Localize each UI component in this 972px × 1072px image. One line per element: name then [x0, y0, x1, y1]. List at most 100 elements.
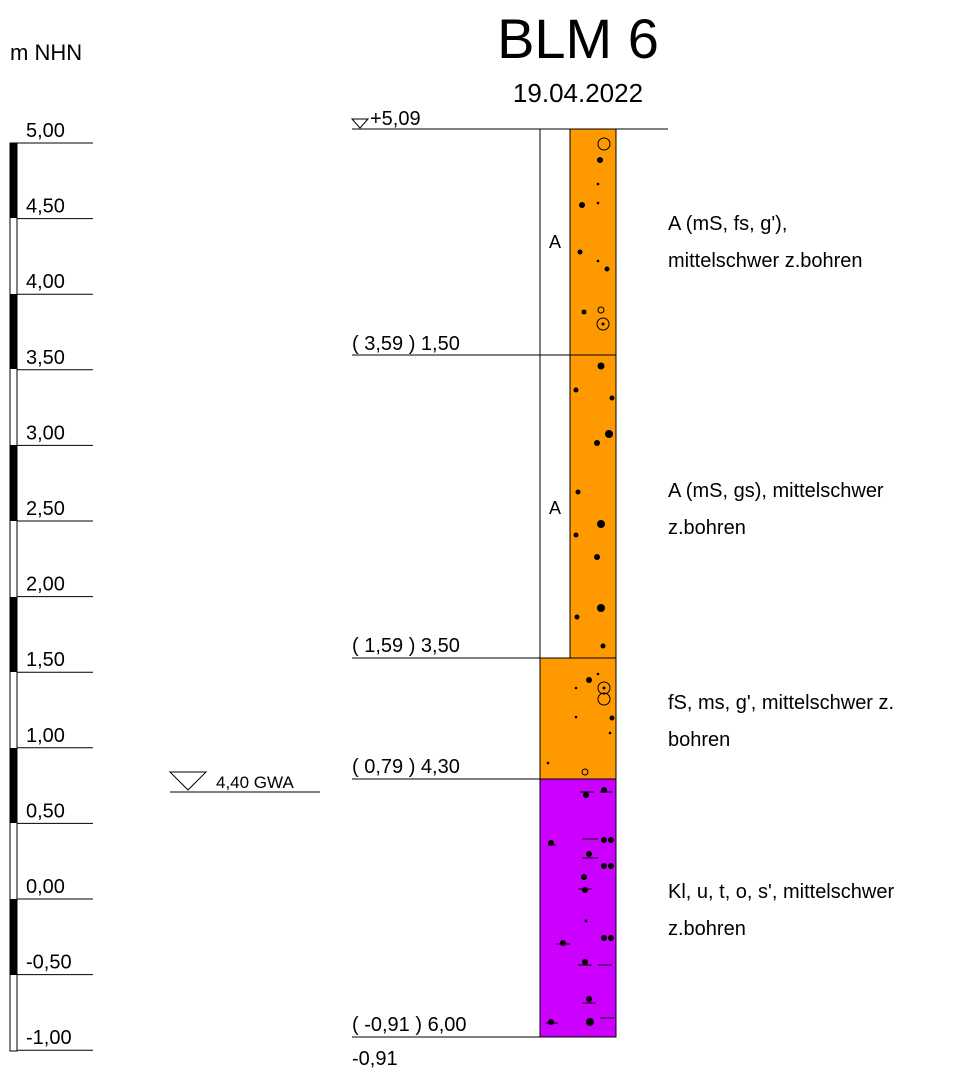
gravel-circle-icon [597, 306, 605, 314]
scale-tick-label: 4,50 [26, 196, 65, 218]
sand-dot-icon [579, 202, 585, 208]
gravel-circle-icon [597, 681, 611, 695]
clay-dot-icon [582, 887, 588, 893]
scale-bar-segment [10, 445, 17, 521]
sand-dot-icon [574, 686, 578, 690]
groundwater-marker: 4,40 GWA [168, 771, 320, 793]
layer-3-depth-label: ( 0,79 ) 4,30 [352, 756, 460, 778]
scale-tick-label: 1,50 [26, 649, 65, 671]
clay-dot-icon [586, 851, 592, 857]
layer-3-description: fS, ms, g', mittelschwer z. bohren [668, 692, 900, 751]
scale-bar-segment [10, 899, 17, 975]
clay-dot-icon [601, 787, 607, 793]
layer-4-description: Kl, u, t, o, s', mittelschwer z.bohren [668, 881, 900, 940]
sand-dot-icon [605, 430, 613, 438]
gravel-circle-icon [596, 317, 610, 331]
sand-dot-icon [596, 201, 600, 205]
scale-bar-segment [10, 294, 17, 369]
sand-dot-icon [596, 182, 600, 186]
scale-tick-label: 3,50 [26, 347, 65, 369]
gravel-circle-icon [581, 768, 589, 776]
scale-tick-label: 4,00 [26, 271, 65, 293]
scale-tick-label: -1,00 [26, 1027, 72, 1049]
sand-dot-icon [586, 677, 592, 683]
borehole-title: BLM 6 [497, 7, 659, 70]
sand-dot-icon [596, 259, 600, 263]
sand-dot-icon [574, 715, 578, 719]
unit-label: m NHN [10, 40, 82, 65]
sand-dot-icon [577, 249, 583, 255]
scale-tick-label: -0,50 [26, 952, 72, 974]
soil-symbols [546, 137, 615, 1026]
clay-dot-icon [584, 919, 588, 923]
scale-tick-label: 5,00 [26, 120, 65, 142]
sand-dot-icon [575, 489, 581, 495]
layer-3-fill [539, 657, 617, 780]
layer-1-depth-label: ( 3,59 ) 1,50 [352, 333, 460, 355]
sand-dot-icon [609, 395, 615, 401]
clay-dot-icon [548, 1019, 554, 1025]
scale-bar-segment [10, 143, 17, 218]
layer-2-letter: A [549, 498, 561, 518]
clay-dot-icon [608, 863, 614, 869]
sand-dot-icon [546, 761, 550, 765]
sand-dot-icon [581, 309, 587, 315]
sand-dot-icon [597, 520, 605, 528]
surface-marker-icon [350, 118, 370, 129]
clay-dot-icon [548, 840, 554, 846]
gravel-circle-icon [597, 692, 611, 706]
clay-dot-icon [608, 837, 614, 843]
scale-bar-segment [10, 597, 17, 672]
sand-dot-icon [594, 554, 600, 560]
scale-bar-segment [10, 748, 17, 823]
groundwater-triangle-icon [168, 771, 208, 791]
groundwater-label: 4,40 GWA [216, 773, 294, 792]
gravel-circle-icon [597, 137, 611, 151]
clay-dot-icon [586, 996, 592, 1002]
sand-dot-icon [597, 157, 603, 163]
scale-tick-label: 1,00 [26, 725, 65, 747]
clay-dot-icon [582, 959, 588, 965]
sand-dot-icon [600, 643, 606, 649]
clay-dot-icon [560, 940, 566, 946]
sand-dot-icon [573, 532, 579, 538]
layer-4-fill [539, 778, 617, 1038]
clay-dot-icon [583, 792, 589, 798]
sand-dot-icon [608, 731, 612, 735]
scale-tick-label: 0,00 [26, 876, 65, 898]
clay-dot-icon [608, 935, 614, 941]
sand-dot-icon [596, 672, 600, 676]
clay-dot-icon [601, 935, 607, 941]
scale-tick-label: 0,50 [26, 800, 65, 822]
clay-dot-icon [581, 874, 587, 880]
layer-1-description: A (mS, fs, g'), mittelschwer z.bohren [668, 213, 863, 272]
sand-dot-icon [604, 266, 610, 272]
bottom-elevation: -0,91 [352, 1048, 398, 1070]
surface-elevation: +5,09 [370, 108, 421, 130]
sand-dot-icon [601, 322, 605, 326]
sand-dot-icon [597, 362, 605, 370]
scale-tick-label: 2,00 [26, 574, 65, 596]
clay-dot-icon [601, 863, 607, 869]
layer-2-depth-label: ( 1,59 ) 3,50 [352, 635, 460, 657]
sand-dot-icon [602, 686, 606, 690]
sand-dot-icon [574, 614, 580, 620]
borehole-date: 19.04.2022 [513, 78, 643, 108]
sand-dot-icon [609, 715, 615, 721]
borehole-column: +5,09 A A ( 3,59 ) 1,50 ( 1,59 ) 3,50 ( … [350, 108, 668, 1070]
layer-2-fill [569, 354, 617, 659]
layer-1-fill [569, 128, 617, 356]
layer-1-letter: A [549, 232, 561, 252]
scale-tick-label: 3,00 [26, 422, 65, 444]
layer-4-depth-label: ( -0,91 ) 6,00 [352, 1014, 467, 1036]
elevation-scale: 5,00 4,50 4,00 3,50 3,00 2,50 2,00 1,50 1,00 0,50… [9, 120, 93, 1052]
sand-dot-icon [573, 387, 579, 393]
layer-2-description: A (mS, gs), mittelschwer z.bohren [668, 480, 889, 539]
clay-dot-icon [601, 837, 607, 843]
sand-dot-icon [594, 440, 600, 446]
layer-2-letter-strip [539, 354, 571, 659]
scale-tick-label: 2,50 [26, 498, 65, 520]
sand-dot-icon [597, 604, 605, 612]
clay-dot-icon [586, 1018, 594, 1026]
